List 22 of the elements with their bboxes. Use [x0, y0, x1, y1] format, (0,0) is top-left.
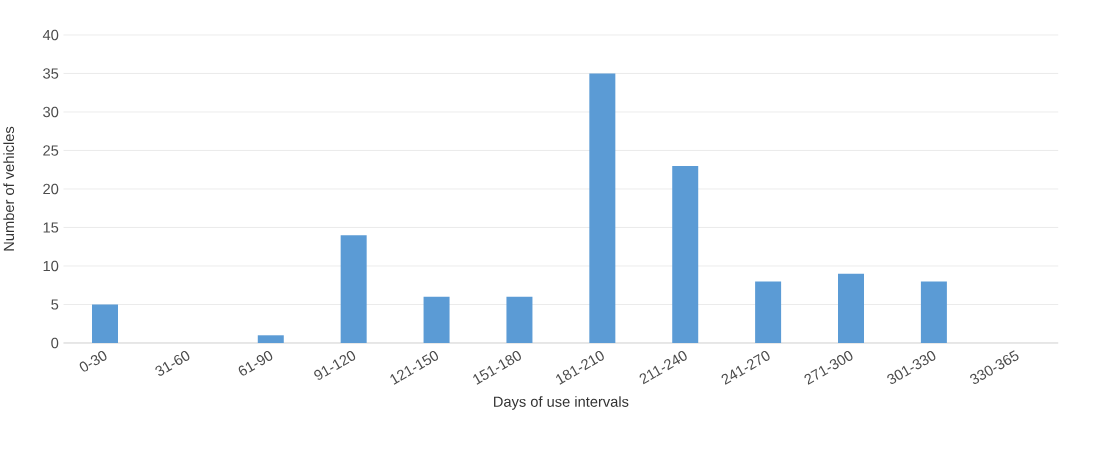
y-tick-label: 0 [51, 337, 59, 349]
x-tick-label: 0-30 [79, 351, 107, 372]
bar [672, 165, 699, 343]
bar [920, 281, 947, 343]
bar [838, 273, 865, 343]
y-tick-label: 15 [43, 222, 59, 233]
x-axis-title: Days of use intervals [494, 396, 629, 410]
bar [340, 235, 367, 343]
bar [92, 304, 118, 343]
y-tick-label: 25 [43, 145, 59, 156]
bar [257, 335, 284, 343]
bar [423, 296, 450, 343]
bar [589, 73, 616, 343]
bar [506, 296, 533, 343]
y-tick-label: 10 [43, 260, 59, 272]
y-tick-label: 30 [43, 106, 59, 118]
y-tick-label: 5 [51, 299, 59, 310]
bar [755, 281, 782, 343]
y-tick-label: 20 [43, 183, 59, 195]
y-axis-title: Number of vehicles [3, 126, 15, 251]
y-tick-label: 35 [43, 68, 59, 79]
y-tick-label: 40 [42, 29, 59, 41]
